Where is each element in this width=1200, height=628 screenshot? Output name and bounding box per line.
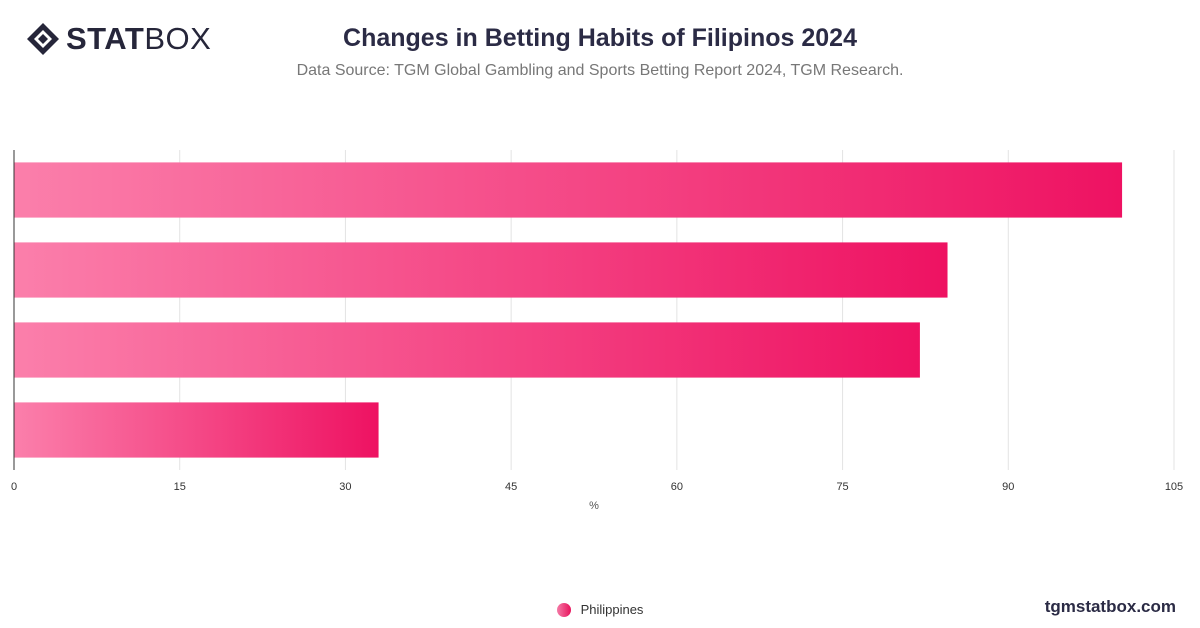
statbox-wordmark: STATBOX [66, 21, 212, 56]
x-tick-label: 45 [505, 481, 517, 493]
chart-subtitle: Data Source: TGM Global Gambling and Spo… [296, 62, 904, 79]
bar[interactable] [14, 322, 920, 378]
legend[interactable]: Philippines [0, 602, 1200, 617]
statbox-logo: STATBOX [26, 22, 211, 56]
x-tick-label: 90 [1002, 481, 1014, 493]
x-tick-label: 60 [671, 481, 683, 493]
chart-title: Changes in Betting Habits of Filipinos 2… [343, 24, 857, 52]
x-tick-label: 15 [174, 481, 186, 493]
bars [14, 162, 1123, 458]
bar[interactable] [14, 162, 1123, 218]
x-tick-label: 30 [339, 481, 351, 493]
x-tick-label: 0 [11, 481, 17, 493]
statbox-diamond-icon [27, 23, 59, 55]
x-axis-title: % [589, 500, 599, 512]
x-axis: 0 15 30 45 60 75 90 105 [11, 150, 1183, 493]
bar[interactable] [14, 402, 379, 458]
x-tick-label: 75 [836, 481, 848, 493]
site-url: tgmstatbox.com [1044, 597, 1176, 616]
legend-swatch [556, 602, 571, 617]
legend-label: Philippines [580, 602, 644, 617]
x-tick-label: 105 [1165, 481, 1183, 493]
bar[interactable] [14, 242, 948, 298]
